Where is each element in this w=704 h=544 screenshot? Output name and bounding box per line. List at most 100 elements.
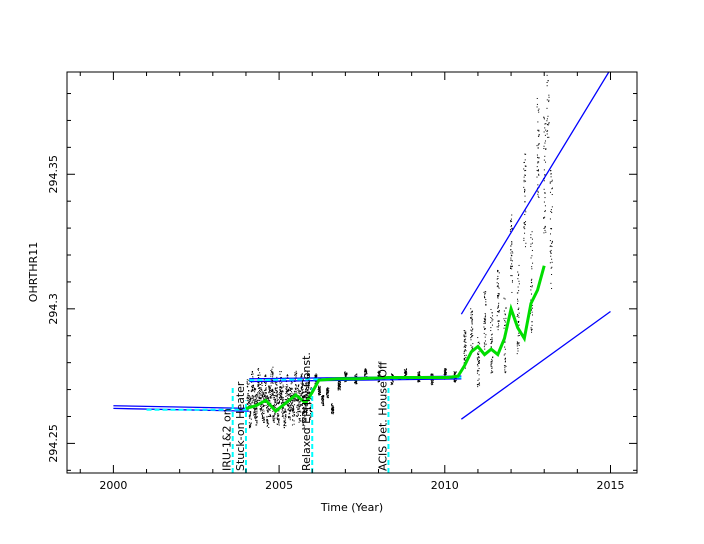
data-point [511,268,513,270]
data-point [322,404,324,406]
data-point [431,381,433,383]
data-point [364,372,366,374]
data-point [266,415,268,417]
data-point [551,212,553,214]
data-point [405,370,407,372]
data-point [292,404,294,406]
data-point [264,396,266,398]
data-point [498,325,500,327]
data-point [266,422,268,424]
data-point [523,181,525,183]
data-point [504,358,506,360]
data-point [404,375,406,377]
data-point [277,419,279,421]
data-point [543,180,545,182]
data-point [339,381,341,383]
data-point [259,397,261,399]
data-point [503,327,505,329]
data-point [315,374,317,376]
data-point [549,181,551,183]
data-point [492,315,494,317]
data-point [281,402,283,404]
data-point [292,419,294,421]
data-point [276,400,278,402]
data-point [496,282,498,284]
data-point [282,410,284,412]
data-point [305,382,307,384]
data-point [282,390,284,392]
y-tick-label: 294.35 [47,155,60,194]
data-point [338,388,340,390]
data-point [531,304,533,306]
data-point [272,371,274,373]
data-point [545,161,547,163]
data-point [263,405,265,407]
data-point [476,370,478,372]
data-point [300,404,302,406]
data-point [299,390,301,392]
data-point [304,403,306,405]
data-point [299,420,301,422]
data-point [287,416,289,418]
data-point [297,404,299,406]
data-point [272,404,274,406]
data-point [304,420,306,422]
data-point [266,416,268,418]
data-point [503,310,505,312]
data-point [523,161,525,163]
data-point [510,226,512,228]
data-point [298,418,300,420]
data-point [248,402,250,404]
data-point [247,384,249,386]
data-point [295,374,297,376]
data-point [510,220,512,222]
data-point [454,372,456,374]
data-point [286,387,288,389]
data-point [267,420,269,422]
data-point [504,314,506,316]
data-point [310,398,312,400]
data-point [530,237,532,239]
data-point [284,424,286,426]
data-point [471,322,473,324]
data-point [378,372,380,374]
data-point [255,424,257,426]
data-point [253,411,255,413]
data-point [285,416,287,418]
data-point [445,370,447,372]
data-point [327,387,329,389]
data-point [511,266,513,268]
data-point [453,379,455,381]
data-point [261,381,263,383]
data-point [546,85,548,87]
data-point [303,427,305,429]
data-point [255,418,257,420]
data-point [303,411,305,413]
data-point [267,406,269,408]
data-point [258,392,260,394]
data-point [262,395,264,397]
data-point [477,383,479,385]
data-point [274,417,276,419]
data-point [265,388,267,390]
data-point [537,129,539,131]
data-point [497,295,500,297]
data-point [518,332,520,334]
data-point [272,394,274,396]
data-point [301,395,303,397]
data-point [254,389,256,391]
data-point [478,357,480,359]
data-point [280,398,282,400]
data-point [278,424,280,426]
data-point [484,297,486,299]
data-point [302,413,304,415]
data-point [274,412,276,414]
data-point [281,386,283,388]
data-point [355,380,357,382]
data-point [321,398,323,400]
data-point [490,364,492,366]
data-point [483,291,485,293]
data-point [256,424,258,426]
data-point [308,393,310,395]
data-point [296,399,298,401]
